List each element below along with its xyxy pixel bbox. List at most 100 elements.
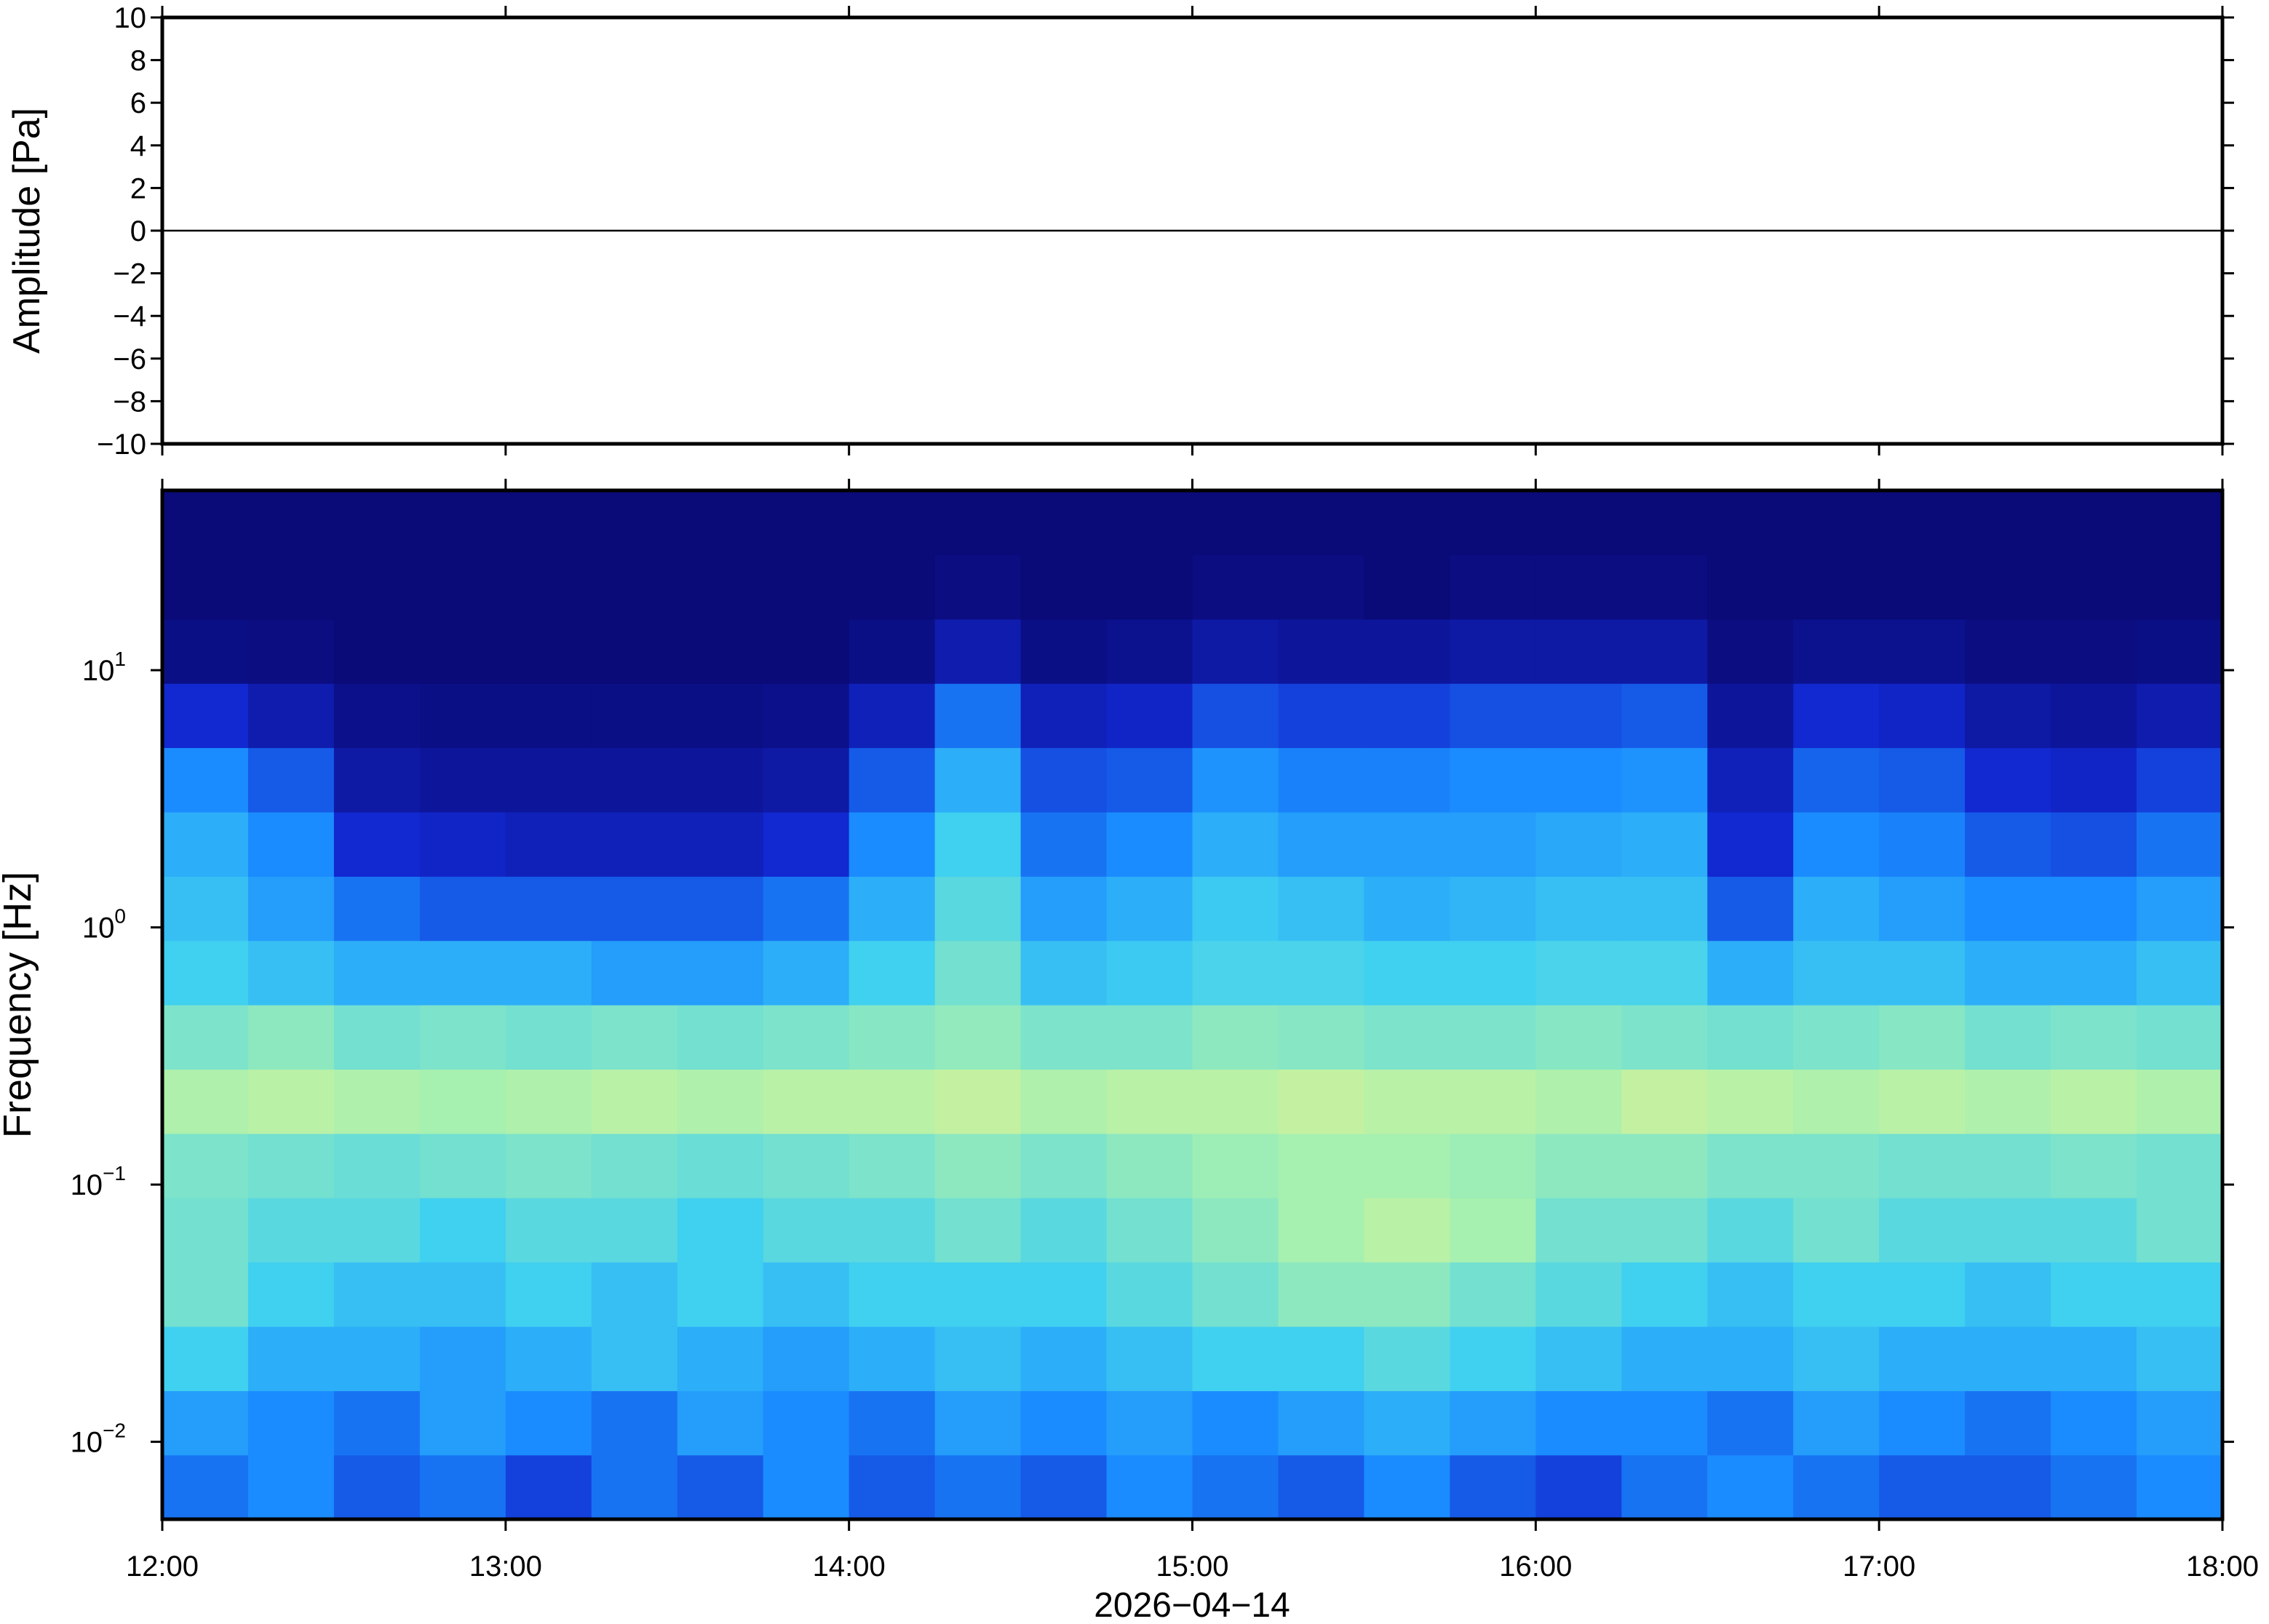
spectrogram-cell <box>1965 876 2051 942</box>
spectrogram-cell <box>1879 1133 1966 1198</box>
spectrogram-cell <box>1879 1454 1966 1520</box>
spectrogram-cell <box>849 811 936 877</box>
spectrogram-cell <box>162 747 249 813</box>
spectrogram-cell <box>162 940 249 1006</box>
spectrogram-cell <box>1106 747 1193 813</box>
spectrogram-cell <box>333 1005 421 1070</box>
spectrogram-cell <box>419 1454 506 1520</box>
spectrogram-cell <box>1450 747 1536 813</box>
spectrogram-cell <box>849 1262 936 1327</box>
spectrogram-cell <box>1879 811 1966 877</box>
spectrogram-cell <box>763 554 850 620</box>
spectrogram-cell <box>763 940 850 1006</box>
spectrogram-cell <box>1793 1069 1880 1134</box>
spectrogram-cell <box>1192 554 1279 620</box>
spectrogram-cell <box>849 940 936 1006</box>
spectrogram-cell <box>1879 1198 1966 1263</box>
spectrogram-cell <box>1707 1262 1794 1327</box>
spectrogram-cell <box>1278 618 1365 684</box>
spectrogram-cell <box>1965 811 2051 877</box>
spectrogram-cell <box>1965 1454 2051 1520</box>
spectrogram-cell <box>1535 811 1622 877</box>
spectrogram-cell <box>1793 1133 1880 1198</box>
spectrogram-cell <box>1793 1390 1880 1456</box>
x-tick-label: 18:00 <box>2186 1551 2259 1583</box>
spectrogram-cell <box>1535 940 1622 1006</box>
spectrogram-cell <box>333 554 421 620</box>
spectrogram-cell <box>2051 683 2137 749</box>
x-tick-label: 16:00 <box>1499 1551 1572 1583</box>
spectrogram-cell <box>677 811 764 877</box>
spectrogram-cell <box>419 490 506 556</box>
spectrogram-cell <box>1535 876 1622 942</box>
spectrogram-cell <box>247 1326 335 1391</box>
spectrogram-cell <box>1793 811 1880 877</box>
spectrogram-cell <box>505 1390 592 1456</box>
spectrogram-cell <box>2051 618 2137 684</box>
spectrogram-cell <box>2051 490 2137 556</box>
spectrogram-cell <box>591 490 678 556</box>
spectrogram-cell <box>1793 747 1880 813</box>
spectrogram-cell <box>849 747 936 813</box>
spectrogram-cell <box>1707 876 1794 942</box>
spectrogram-cell <box>1278 876 1365 942</box>
spectrogram-cell <box>677 1326 764 1391</box>
spectrogram-cell <box>1965 1198 2051 1263</box>
spectrogram-cell <box>677 1262 764 1327</box>
spectrogram-cell <box>2051 1262 2137 1327</box>
spectrogram-cell <box>1364 940 1450 1006</box>
spectrogram-cell <box>333 1390 421 1456</box>
spectrogram-cell <box>1879 747 1966 813</box>
spectrogram-cell <box>677 747 764 813</box>
spectrogram-cell <box>934 747 1022 813</box>
spectrogram-cell <box>419 876 506 942</box>
spectrogram-cell <box>1278 811 1365 877</box>
spectrogram-cell <box>2137 1390 2223 1456</box>
spectrogram-cell <box>763 1198 850 1263</box>
spectrogram-cell <box>591 1262 678 1327</box>
spectrogram-cell <box>1965 1069 2051 1134</box>
spectrogram-cell <box>1364 683 1450 749</box>
spectrogram-cell <box>247 1005 335 1070</box>
spectrogram-cell <box>934 1198 1022 1263</box>
spectrogram-cell <box>1192 876 1279 942</box>
spectrogram-cell <box>1707 683 1794 749</box>
spectrogram-cell <box>1450 490 1536 556</box>
y-tick-label: 10 <box>114 2 147 34</box>
spectrogram-cell <box>162 554 249 620</box>
spectrogram-cell <box>763 876 850 942</box>
spectrogram-cell <box>1879 554 1966 620</box>
spectrogram-cell <box>591 940 678 1006</box>
spectrogram-cell <box>1106 490 1193 556</box>
spectrogram-cell <box>2137 747 2223 813</box>
spectrogram-cell <box>1020 1454 1108 1520</box>
spectrogram-cell <box>1450 1390 1536 1456</box>
spectrogram-cell <box>333 618 421 684</box>
spectrogram-cell <box>591 683 678 749</box>
spectrogram-cell <box>333 1326 421 1391</box>
spectrogram-cell <box>162 1005 249 1070</box>
spectrogram-cell <box>1192 1454 1279 1520</box>
spectrogram-cell <box>1535 683 1622 749</box>
spectrogram-cell <box>1707 1198 1794 1263</box>
spectrogram-cell <box>2137 618 2223 684</box>
spectrogram-cell <box>505 1326 592 1391</box>
y-tick-label: −2 <box>113 258 146 290</box>
tick-exponent: −1 <box>103 1162 126 1185</box>
spectrogram-cell <box>1364 1198 1450 1263</box>
spectrogram-cell <box>1535 1326 1622 1391</box>
spectrogram-cell <box>763 490 850 556</box>
spectrogram-cell <box>1450 940 1536 1006</box>
spectrogram-cell <box>247 1390 335 1456</box>
spectrogram-cell <box>1192 940 1279 1006</box>
spectrogram-cell <box>1278 1133 1365 1198</box>
spectrogram-cell <box>1192 1198 1279 1263</box>
spectrogram-cell <box>1793 618 1880 684</box>
spectrogram-cell <box>505 876 592 942</box>
spectrogram-cell <box>1621 683 1708 749</box>
y-tick-label: 100 <box>82 905 126 944</box>
spectrogram-cell <box>1106 618 1193 684</box>
spectrogram-cell <box>1621 747 1708 813</box>
spectrogram-cell <box>419 618 506 684</box>
